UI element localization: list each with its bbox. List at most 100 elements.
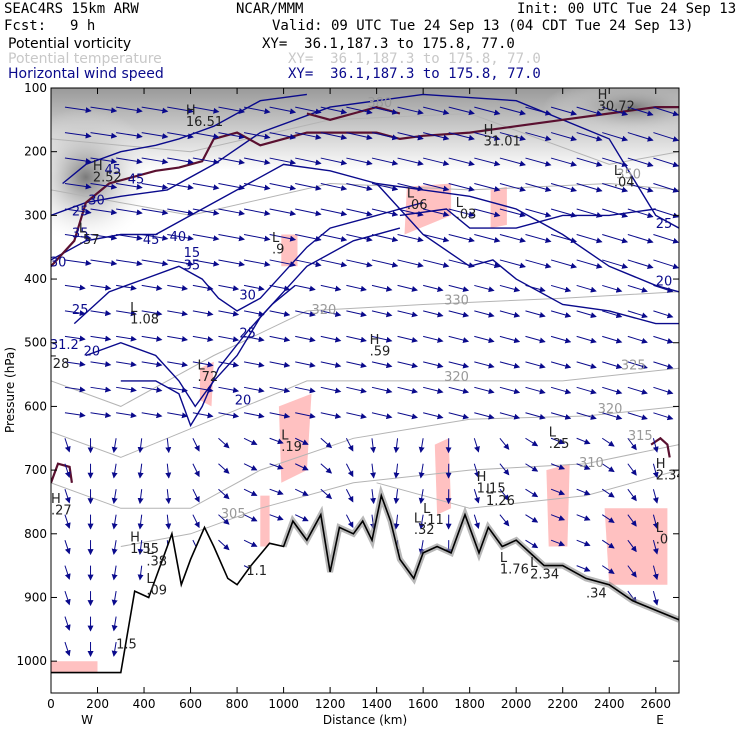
wind-vector bbox=[653, 132, 679, 142]
wind-vector bbox=[167, 386, 188, 393]
wind-vector bbox=[448, 386, 470, 394]
wind-vector bbox=[550, 539, 566, 547]
wind-vector bbox=[371, 412, 393, 420]
wind-vector bbox=[550, 310, 572, 318]
x-tick-label: 1400 bbox=[361, 697, 392, 711]
wind-vector bbox=[499, 132, 526, 141]
wind-vector bbox=[243, 437, 258, 445]
wind-vector bbox=[111, 463, 118, 479]
pv-shade-patch bbox=[51, 661, 98, 674]
wind-vector bbox=[627, 132, 654, 142]
wind-vector bbox=[218, 386, 240, 394]
extremum-mark: L bbox=[549, 425, 557, 440]
wind-speed-label: 45 bbox=[143, 233, 160, 248]
wind-vector bbox=[141, 310, 163, 317]
extremum-value: .25 bbox=[549, 437, 570, 452]
wind-vector bbox=[269, 310, 291, 317]
wind-vector bbox=[525, 183, 552, 193]
extremum-value: .27 bbox=[51, 504, 72, 519]
wind-vector bbox=[627, 284, 648, 293]
wind-vector bbox=[243, 183, 271, 191]
wind-vector bbox=[653, 412, 674, 421]
wind-vector bbox=[473, 489, 480, 504]
wind-vector bbox=[243, 284, 265, 292]
wind-vector bbox=[269, 437, 284, 445]
extremum-value: 1.26 bbox=[486, 494, 515, 509]
wind-vector bbox=[473, 463, 480, 479]
extremum-value: .57 bbox=[79, 233, 100, 248]
wind-vector bbox=[550, 335, 572, 344]
wind-vector bbox=[269, 259, 297, 268]
wind-vector bbox=[525, 259, 552, 269]
wind-vector bbox=[576, 565, 591, 572]
wind-vector bbox=[90, 183, 118, 190]
forecast-label: Fcst: bbox=[4, 18, 47, 34]
wind-vector bbox=[525, 488, 539, 498]
wind-vector bbox=[397, 335, 418, 343]
wind-vector bbox=[64, 386, 86, 393]
wind-vector bbox=[576, 437, 591, 445]
wind-vector bbox=[64, 540, 71, 555]
wind-vector bbox=[137, 565, 144, 581]
wind-vector bbox=[116, 386, 137, 393]
y-tick-label: 900 bbox=[24, 590, 47, 604]
y-tick-label: 300 bbox=[24, 208, 47, 222]
wind-vector bbox=[167, 412, 188, 419]
wind-vector bbox=[320, 183, 348, 191]
theta-contour bbox=[376, 469, 679, 509]
wind-vector bbox=[167, 335, 188, 342]
wind-vector bbox=[550, 259, 578, 269]
y-tick-label: 400 bbox=[24, 272, 47, 286]
extremum-value: 1.55 bbox=[130, 542, 159, 557]
extremum-value: .38 bbox=[146, 555, 167, 570]
wind-vector bbox=[499, 412, 521, 420]
wind-vector bbox=[269, 386, 291, 394]
wind-vector bbox=[320, 437, 333, 449]
wind-vector bbox=[243, 208, 271, 216]
wind-vector bbox=[653, 157, 679, 168]
wind-vector bbox=[64, 310, 86, 317]
extremum-mark: L bbox=[130, 301, 138, 316]
extremum-mark: L bbox=[49, 346, 57, 361]
wind-vector bbox=[474, 208, 501, 218]
wind-vector bbox=[167, 259, 194, 267]
wind-vector bbox=[576, 412, 597, 420]
wind-vector bbox=[550, 386, 572, 395]
wind-vector bbox=[295, 259, 322, 268]
wind-vector bbox=[218, 361, 240, 368]
wind-vector bbox=[295, 208, 322, 217]
wind-vector bbox=[295, 284, 316, 292]
wind-vector bbox=[320, 386, 342, 394]
wind-vector bbox=[243, 310, 265, 317]
wind-vector bbox=[525, 463, 539, 472]
wind-vector bbox=[499, 259, 526, 269]
extremum-value: .0 bbox=[656, 532, 668, 547]
wind-speed-label: 25 bbox=[72, 303, 89, 318]
wind-vector bbox=[320, 463, 333, 474]
x-tick-label: 0 bbox=[47, 697, 55, 711]
wind-vector bbox=[499, 463, 510, 476]
wind-vector bbox=[116, 361, 137, 368]
wind-vector bbox=[320, 335, 342, 343]
plot-frame bbox=[50, 87, 680, 694]
wind-vector bbox=[423, 412, 444, 420]
wind-speed-contour bbox=[62, 93, 307, 185]
wind-vector bbox=[499, 514, 510, 527]
wind-vector bbox=[218, 284, 240, 292]
wind-vector bbox=[576, 157, 603, 167]
wind-vector bbox=[653, 259, 679, 270]
extremum-value: .09 bbox=[146, 583, 167, 598]
wind-vector bbox=[137, 489, 144, 505]
wind-vector bbox=[550, 412, 572, 420]
wind-vector bbox=[192, 106, 220, 114]
wind-speed-label: 40 bbox=[170, 230, 187, 245]
wind-vector bbox=[550, 514, 566, 521]
wind-vector bbox=[576, 310, 597, 319]
wind-vector bbox=[652, 489, 659, 504]
y-tick-label: 800 bbox=[24, 527, 47, 541]
wind-vector bbox=[423, 106, 450, 116]
wind-vector bbox=[602, 233, 629, 244]
wind-vector bbox=[627, 208, 654, 219]
wind-vector bbox=[346, 386, 367, 394]
